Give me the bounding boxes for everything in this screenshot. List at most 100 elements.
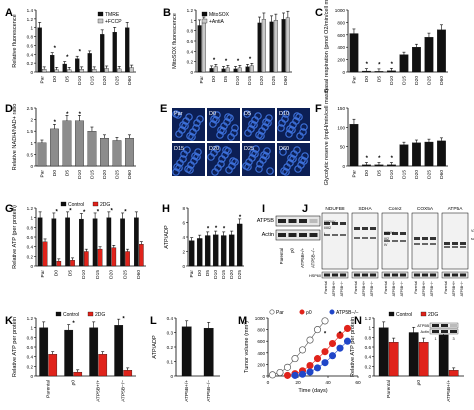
bar-value [349,33,359,73]
bar-value [50,128,59,167]
y-tick-label: 1 [30,326,33,331]
gel-lane-label: ATP5B−/− [430,281,434,296]
blot-lane-label: Parental [279,248,284,264]
bar--antia [201,22,206,73]
data-point [283,363,292,371]
cell-outline [183,146,191,154]
bar-control [106,217,112,267]
x-tick-label: D20 [109,270,115,279]
bar-value [374,164,384,167]
cell-outline [224,147,232,155]
bar-mitosox [245,66,250,73]
bar-2dg [73,371,83,377]
inset-lane-label: 3 [452,337,454,341]
gel-band [324,234,330,236]
cell-outline [243,110,251,118]
y-tick-label: 0.4 [27,52,34,57]
bar--antia [249,65,254,73]
y-tick-label: 50 [340,145,346,150]
panel-letter-g: G [5,203,14,215]
y-tick-label: 1000 [255,316,266,321]
gel-lane-label: Parental [324,281,328,294]
bar-2dg [448,370,459,377]
significance-star: * [79,50,82,56]
x-tick-label: D60 [283,76,289,85]
gel-band [392,232,398,235]
loading-band [460,273,466,277]
x-tick-label: Par [39,76,45,84]
x-tick-label: Par [40,270,46,278]
bar-value [437,140,446,167]
gel-band [340,222,346,225]
significance-star: * [215,226,218,232]
gel-band [340,234,346,236]
y-tick-label: 1 [368,326,371,331]
bar-2dg [388,342,399,377]
loading-band [452,273,458,277]
cell-outline [194,148,202,156]
x-tick-label: D10 [389,170,395,179]
y-axis-label: ATP/ADP [152,335,158,359]
micrograph-label: D0 [209,111,216,117]
y-axis-label: Tumor volume (mm³) [244,321,250,373]
gel-lane-label: ATP5B+/+ [452,281,456,296]
gel-band [430,237,436,240]
cell-outline [300,123,308,131]
panel-letter-f: F [315,103,322,115]
significance-star: * [391,156,394,162]
cell-outline [226,114,234,122]
x-tick-label: Par [39,170,45,178]
cell-outline [282,168,290,176]
bar-value [424,37,434,73]
x-tick-label: D25 [271,76,277,85]
loading-band [332,273,338,277]
gel-band [354,237,360,239]
x-tick-label: D10 [213,270,219,279]
loading-band [370,273,376,277]
x-tick-label: D20 [102,170,108,179]
x-tick-label: ATP5B+/+ [446,380,452,402]
data-point [276,368,284,377]
loading-band [444,273,450,277]
complex-label: III2 [384,237,389,241]
panel-letter-c: C [315,7,323,19]
x-tick-label: Par [199,76,205,84]
data-point [291,371,299,379]
y-tick-label: 800 [337,20,345,25]
bar-tmre [125,27,130,73]
loading-band [354,273,360,277]
y-tick-label: 0 [262,374,265,379]
complex-label: I/III2 [324,226,331,230]
y-tick-label: 400 [337,45,345,50]
significance-star: * [122,316,125,322]
loading-band [392,273,398,277]
legend-swatch [388,311,395,317]
gel-title: SDHA [358,206,372,212]
cell-outline [257,132,265,140]
data-point [313,326,322,334]
significance-star: * [66,55,69,61]
bar-2dg [48,354,58,377]
data-point [306,368,314,376]
y-tick-label: 1 [30,141,33,146]
y-tick-label: 200 [337,58,345,63]
bar-value [220,235,227,267]
significance-star: * [378,156,381,162]
y-tick-label: 0.6 [365,345,372,350]
legend-swatch [97,18,104,24]
bar-value [212,234,219,267]
y-tick-label: 0.2 [187,60,194,65]
gel-lane-label: ATP5B+/+ [332,281,336,296]
y-axis-label: Relative ATP (per protein) [12,205,18,269]
legend-swatch [97,11,104,17]
chart-panel-l: 0 0.1 0.2 0.3 0.4 ATP/ADP ATP5B+/+ ATP5B−/− [152,316,220,402]
gel-band [370,227,376,230]
y-axis-label: MitoSOX fluorescence [172,13,178,69]
cell-outline [185,113,193,121]
bar-2dg [98,354,108,377]
significance-star: * [366,62,369,68]
x-tick-label: D20 [414,76,420,85]
x-tick-label: D60 [439,76,445,85]
gel-lane-label: ATP5B−/− [460,281,464,296]
inset-band [441,324,448,327]
